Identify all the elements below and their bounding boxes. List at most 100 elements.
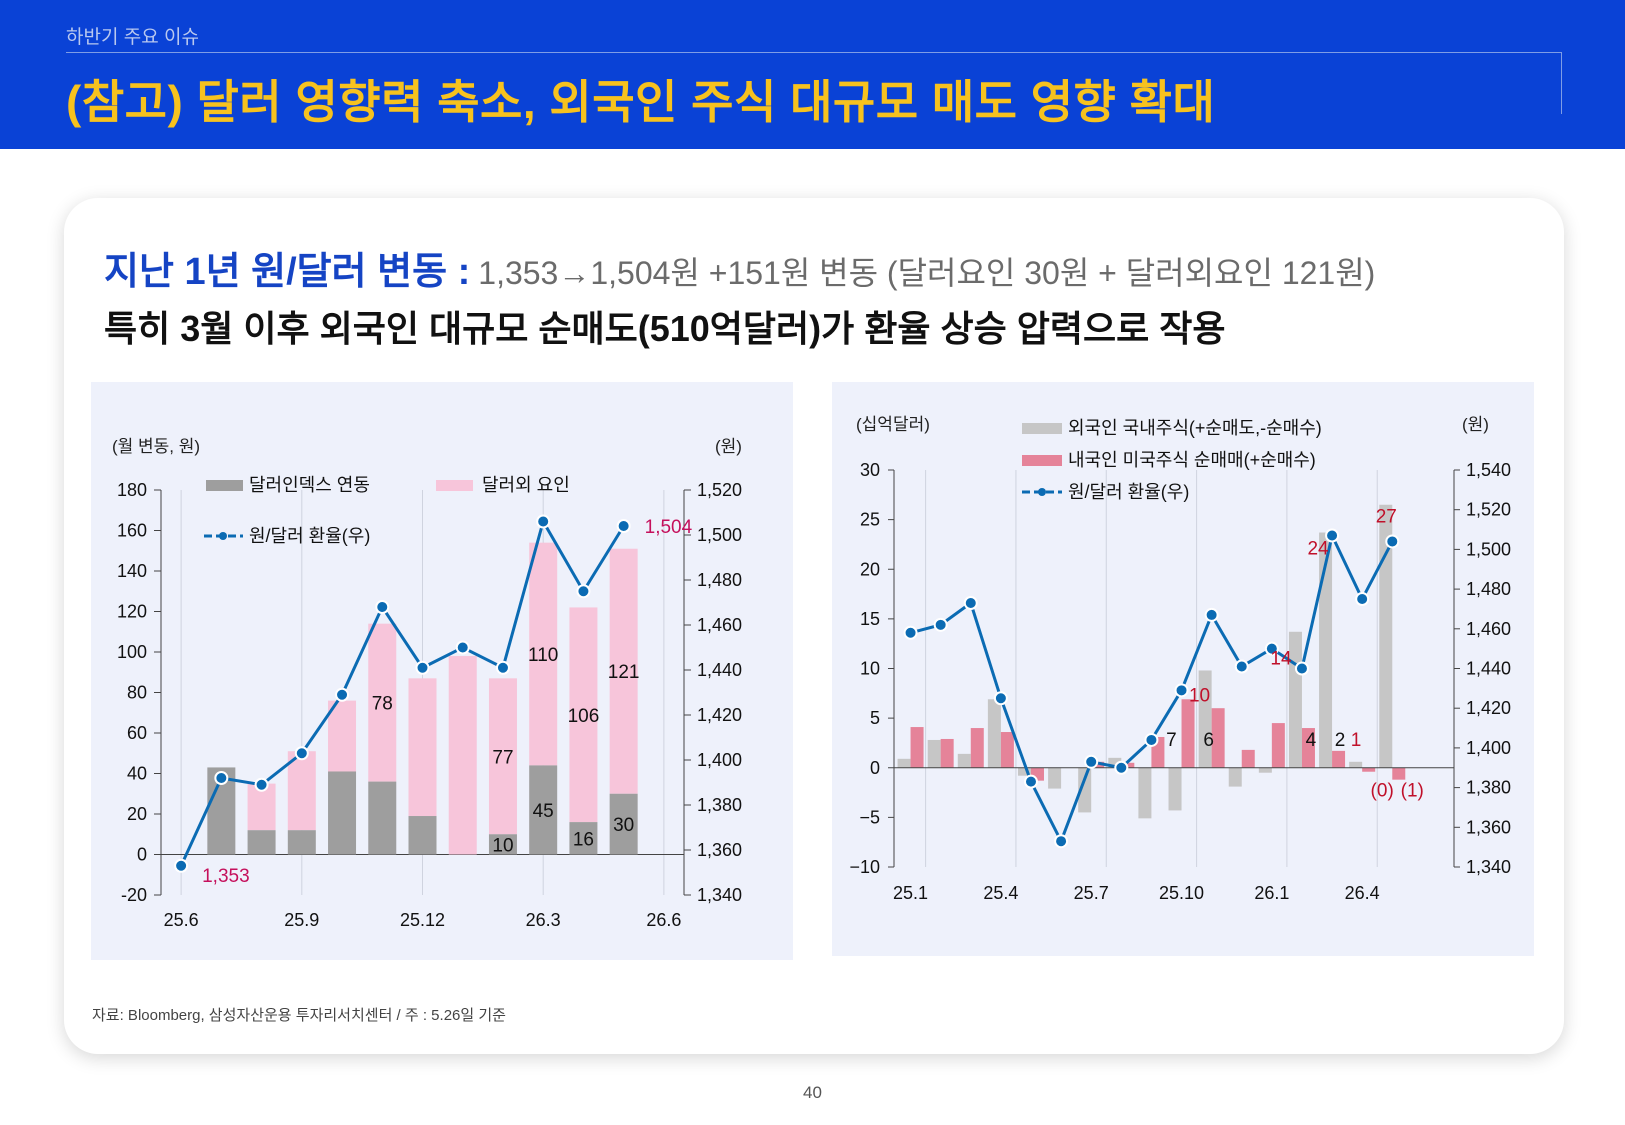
fx-point [1114, 760, 1129, 775]
bar-label: 10 [1189, 685, 1210, 706]
left-axis-title: (십억달러) [856, 415, 930, 434]
left-tick-label: 20 [860, 559, 880, 579]
right-tick-label: 1,380 [697, 795, 742, 815]
right-tick-label: 1,420 [697, 705, 742, 725]
bar-non-dollar [368, 623, 397, 782]
fx-point [903, 625, 918, 640]
bar-non-dollar [408, 678, 437, 817]
right-tick-label: 1,440 [697, 660, 742, 680]
left-tick-label: 0 [870, 758, 880, 778]
bar-foreign-flow [1078, 767, 1092, 813]
bar-label: 110 [528, 645, 558, 666]
page-number: 40 [803, 1083, 822, 1102]
bar-dollar-index [488, 834, 517, 855]
right-tick-label: 1,360 [1466, 817, 1511, 837]
bar-dollar-index [408, 816, 437, 855]
x-tick-label: 25.12 [400, 910, 445, 930]
bar-domestic-us [1091, 761, 1105, 768]
fx-point [993, 691, 1008, 706]
legend-swatch-fx-point [1038, 488, 1046, 496]
bar-label: 106 [568, 706, 600, 727]
x-tick-label: 25.9 [284, 910, 319, 930]
right-tick-label: 1,460 [1466, 619, 1511, 639]
fx-point [576, 584, 591, 599]
right-tick-label: 1,400 [697, 750, 742, 770]
bar-foreign-flow [1138, 767, 1152, 819]
left-tick-label: 10 [860, 659, 880, 679]
x-tick-label: 26.3 [526, 910, 561, 930]
bar-dollar-index [287, 830, 316, 855]
bar-label: 30 [613, 815, 634, 836]
fx-point [495, 660, 510, 675]
bar-foreign-flow [1048, 767, 1062, 789]
right-tick-label: 1,500 [1466, 539, 1511, 559]
fx-point [335, 687, 350, 702]
bar-dollar-index [529, 765, 558, 855]
chart-fx-decomposition: (월 변동, 원) (원) -20 0 20 40 60 80 100 120 140 160 180 1… [112, 437, 742, 930]
fx-point-label: 1,353 [202, 866, 250, 887]
right-tick-label: 1,360 [697, 840, 742, 860]
bar-foreign-flow [1228, 767, 1242, 787]
header-divider-tick [1561, 52, 1562, 114]
bar-label: 7 [1166, 730, 1177, 751]
fx-point [1325, 528, 1340, 543]
fx-point [214, 771, 229, 785]
bar-domestic-us [1301, 728, 1315, 768]
right-tick-label: 1,440 [1466, 659, 1511, 679]
legend-swatch-dollar-index [206, 480, 243, 491]
right-tick-label: 1,480 [1466, 579, 1511, 599]
legend-swatch-fx-point [219, 532, 227, 540]
bar-label: 10 [492, 835, 513, 856]
bar-foreign-flow [1198, 670, 1212, 768]
bar-domestic-us [1181, 699, 1195, 768]
fx-point [254, 777, 269, 792]
header-divider [66, 52, 1562, 53]
bar-domestic-us [1211, 708, 1225, 768]
fx-point [455, 640, 470, 655]
bar-foreign-flow [1319, 532, 1333, 768]
bar-domestic-us [1332, 750, 1346, 768]
fx-point [1204, 607, 1219, 622]
bar-non-dollar [609, 548, 638, 794]
summary-heading-detail: 1,353→1,504원 +151원 변동 (달러요인 30원 + 달러외요인 … [478, 255, 1376, 291]
left-axis-title: (월 변동, 원) [112, 437, 200, 456]
x-tick-label: 26.1 [1254, 883, 1289, 903]
header-banner: 하반기 주요 이슈 (참고) 달러 영향력 축소, 외국인 주식 대규모 매도 … [0, 0, 1625, 149]
right-tick-label: 1,400 [1466, 738, 1511, 758]
fx-point [1385, 534, 1400, 549]
bar-foreign-flow [1168, 767, 1182, 811]
bar-foreign-flow [957, 753, 971, 768]
bar-non-dollar [448, 656, 477, 855]
right-axis-title: (원) [1462, 415, 1489, 434]
bar-dollar-index [569, 822, 598, 855]
right-tick-label: 1,380 [1466, 778, 1511, 798]
fx-point [1174, 683, 1189, 698]
fx-point [294, 746, 309, 761]
left-tick-label: 60 [127, 723, 147, 743]
legend-swatch-domestic-us [1022, 455, 1062, 466]
x-tick-label: 25.6 [164, 910, 199, 930]
left-tick-label: 15 [860, 609, 880, 629]
bar-label: 16 [573, 829, 594, 850]
bar-foreign-flow [897, 758, 911, 768]
summary-heading-label: 지난 1년 원/달러 변동 : [104, 251, 471, 293]
bar-label: 4 [1306, 730, 1317, 751]
legend-swatch-non-dollar [436, 480, 473, 491]
legend-label: 내국인 미국주식 순매매(+순매수) [1068, 450, 1316, 470]
fx-point [1355, 592, 1370, 607]
page-title: (참고) 달러 영향력 축소, 외국인 주식 대규모 매도 영향 확대 [66, 76, 1216, 128]
x-tick-label: 25.1 [893, 883, 928, 903]
fx-point [1054, 834, 1069, 849]
bar-domestic-us [1392, 767, 1406, 780]
bar-label: 78 [372, 694, 393, 715]
right-tick-label: 1,480 [697, 570, 742, 590]
bar-label: 121 [608, 662, 640, 683]
bar-foreign-flow [1379, 504, 1393, 768]
summary-subheading: 특히 3월 이후 외국인 대규모 순매도(510억달러)가 환율 상승 압력으로… [104, 308, 1226, 349]
fx-point [1234, 659, 1249, 674]
section-label: 하반기 주요 이슈 [66, 27, 199, 48]
right-tick-label: 1,420 [1466, 698, 1511, 718]
fx-point [963, 595, 978, 610]
bar-domestic-us [940, 738, 954, 768]
bar-domestic-us [1000, 732, 1014, 768]
